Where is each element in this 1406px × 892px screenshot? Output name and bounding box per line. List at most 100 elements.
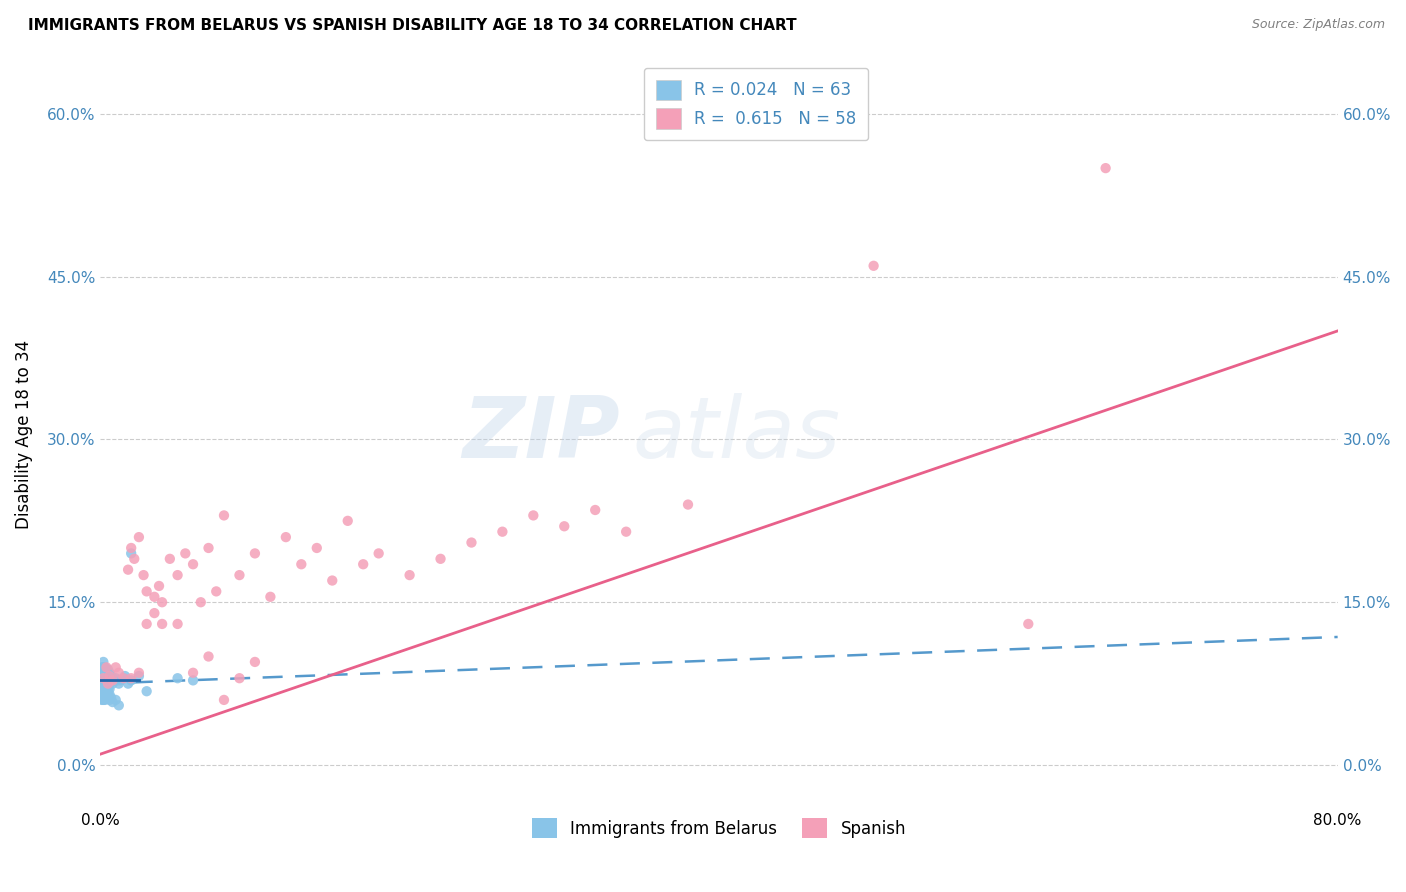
Point xyxy=(93,660,115,674)
Point xyxy=(98,693,121,707)
Point xyxy=(101,695,124,709)
Point xyxy=(96,690,118,705)
Point xyxy=(98,676,121,690)
Point xyxy=(290,558,312,572)
Point xyxy=(97,676,120,690)
Point xyxy=(98,671,121,685)
Point xyxy=(103,673,125,688)
Point xyxy=(135,684,157,698)
Point xyxy=(96,681,118,696)
Point xyxy=(90,665,112,680)
Point xyxy=(259,590,281,604)
Point xyxy=(104,671,127,685)
Point xyxy=(96,660,118,674)
Point xyxy=(93,665,115,680)
Point xyxy=(197,649,219,664)
Point xyxy=(522,508,544,523)
Point xyxy=(114,669,136,683)
Point xyxy=(90,688,112,702)
Point xyxy=(197,541,219,555)
Point xyxy=(110,673,132,688)
Point xyxy=(150,595,173,609)
Point xyxy=(90,660,112,674)
Point xyxy=(93,693,115,707)
Y-axis label: Disability Age 18 to 34: Disability Age 18 to 34 xyxy=(15,340,32,529)
Point xyxy=(212,508,235,523)
Point xyxy=(174,546,197,560)
Point xyxy=(159,551,181,566)
Point xyxy=(150,616,173,631)
Point xyxy=(112,671,135,685)
Point xyxy=(124,551,146,566)
Point xyxy=(117,676,139,690)
Point xyxy=(101,671,124,685)
Point xyxy=(148,579,170,593)
Point xyxy=(94,680,117,694)
Point xyxy=(96,669,118,683)
Point xyxy=(108,698,131,713)
Point xyxy=(94,676,117,690)
Point xyxy=(1094,161,1116,175)
Point xyxy=(104,660,127,674)
Point xyxy=(132,568,155,582)
Point xyxy=(98,665,121,680)
Point xyxy=(96,673,118,688)
Point xyxy=(104,693,127,707)
Point xyxy=(93,671,115,685)
Point xyxy=(98,688,121,702)
Point xyxy=(243,546,266,560)
Point xyxy=(135,584,157,599)
Point xyxy=(614,524,637,539)
Point xyxy=(205,584,228,599)
Point xyxy=(100,690,122,705)
Point xyxy=(676,498,699,512)
Point xyxy=(336,514,359,528)
Point xyxy=(429,551,451,566)
Point xyxy=(97,681,120,696)
Point xyxy=(143,606,166,620)
Point xyxy=(112,671,135,685)
Point xyxy=(93,684,115,698)
Point xyxy=(120,673,142,688)
Point xyxy=(181,665,204,680)
Point xyxy=(98,681,121,696)
Point xyxy=(135,616,157,631)
Point xyxy=(94,688,117,702)
Point xyxy=(105,673,128,688)
Point xyxy=(90,681,112,696)
Point xyxy=(93,680,115,694)
Point xyxy=(98,669,121,683)
Point xyxy=(94,671,117,685)
Point xyxy=(94,693,117,707)
Point xyxy=(128,530,150,544)
Point xyxy=(101,676,124,690)
Point xyxy=(94,665,117,680)
Point xyxy=(190,595,212,609)
Point xyxy=(94,684,117,698)
Point xyxy=(128,665,150,680)
Point xyxy=(90,671,112,685)
Point xyxy=(93,688,115,702)
Point xyxy=(93,655,115,669)
Point xyxy=(862,259,884,273)
Point xyxy=(94,660,117,674)
Point xyxy=(491,524,513,539)
Point xyxy=(101,673,124,688)
Text: IMMIGRANTS FROM BELARUS VS SPANISH DISABILITY AGE 18 TO 34 CORRELATION CHART: IMMIGRANTS FROM BELARUS VS SPANISH DISAB… xyxy=(28,18,797,33)
Point xyxy=(398,568,420,582)
Point xyxy=(100,669,122,683)
Point xyxy=(212,693,235,707)
Point xyxy=(120,541,142,555)
Text: Source: ZipAtlas.com: Source: ZipAtlas.com xyxy=(1251,18,1385,31)
Point xyxy=(305,541,328,555)
Point xyxy=(90,676,112,690)
Point xyxy=(108,665,131,680)
Point xyxy=(321,574,343,588)
Point xyxy=(93,671,115,685)
Point xyxy=(367,546,389,560)
Point xyxy=(97,669,120,683)
Point xyxy=(96,684,118,698)
Point xyxy=(93,676,115,690)
Point xyxy=(243,655,266,669)
Text: ZIP: ZIP xyxy=(463,392,620,475)
